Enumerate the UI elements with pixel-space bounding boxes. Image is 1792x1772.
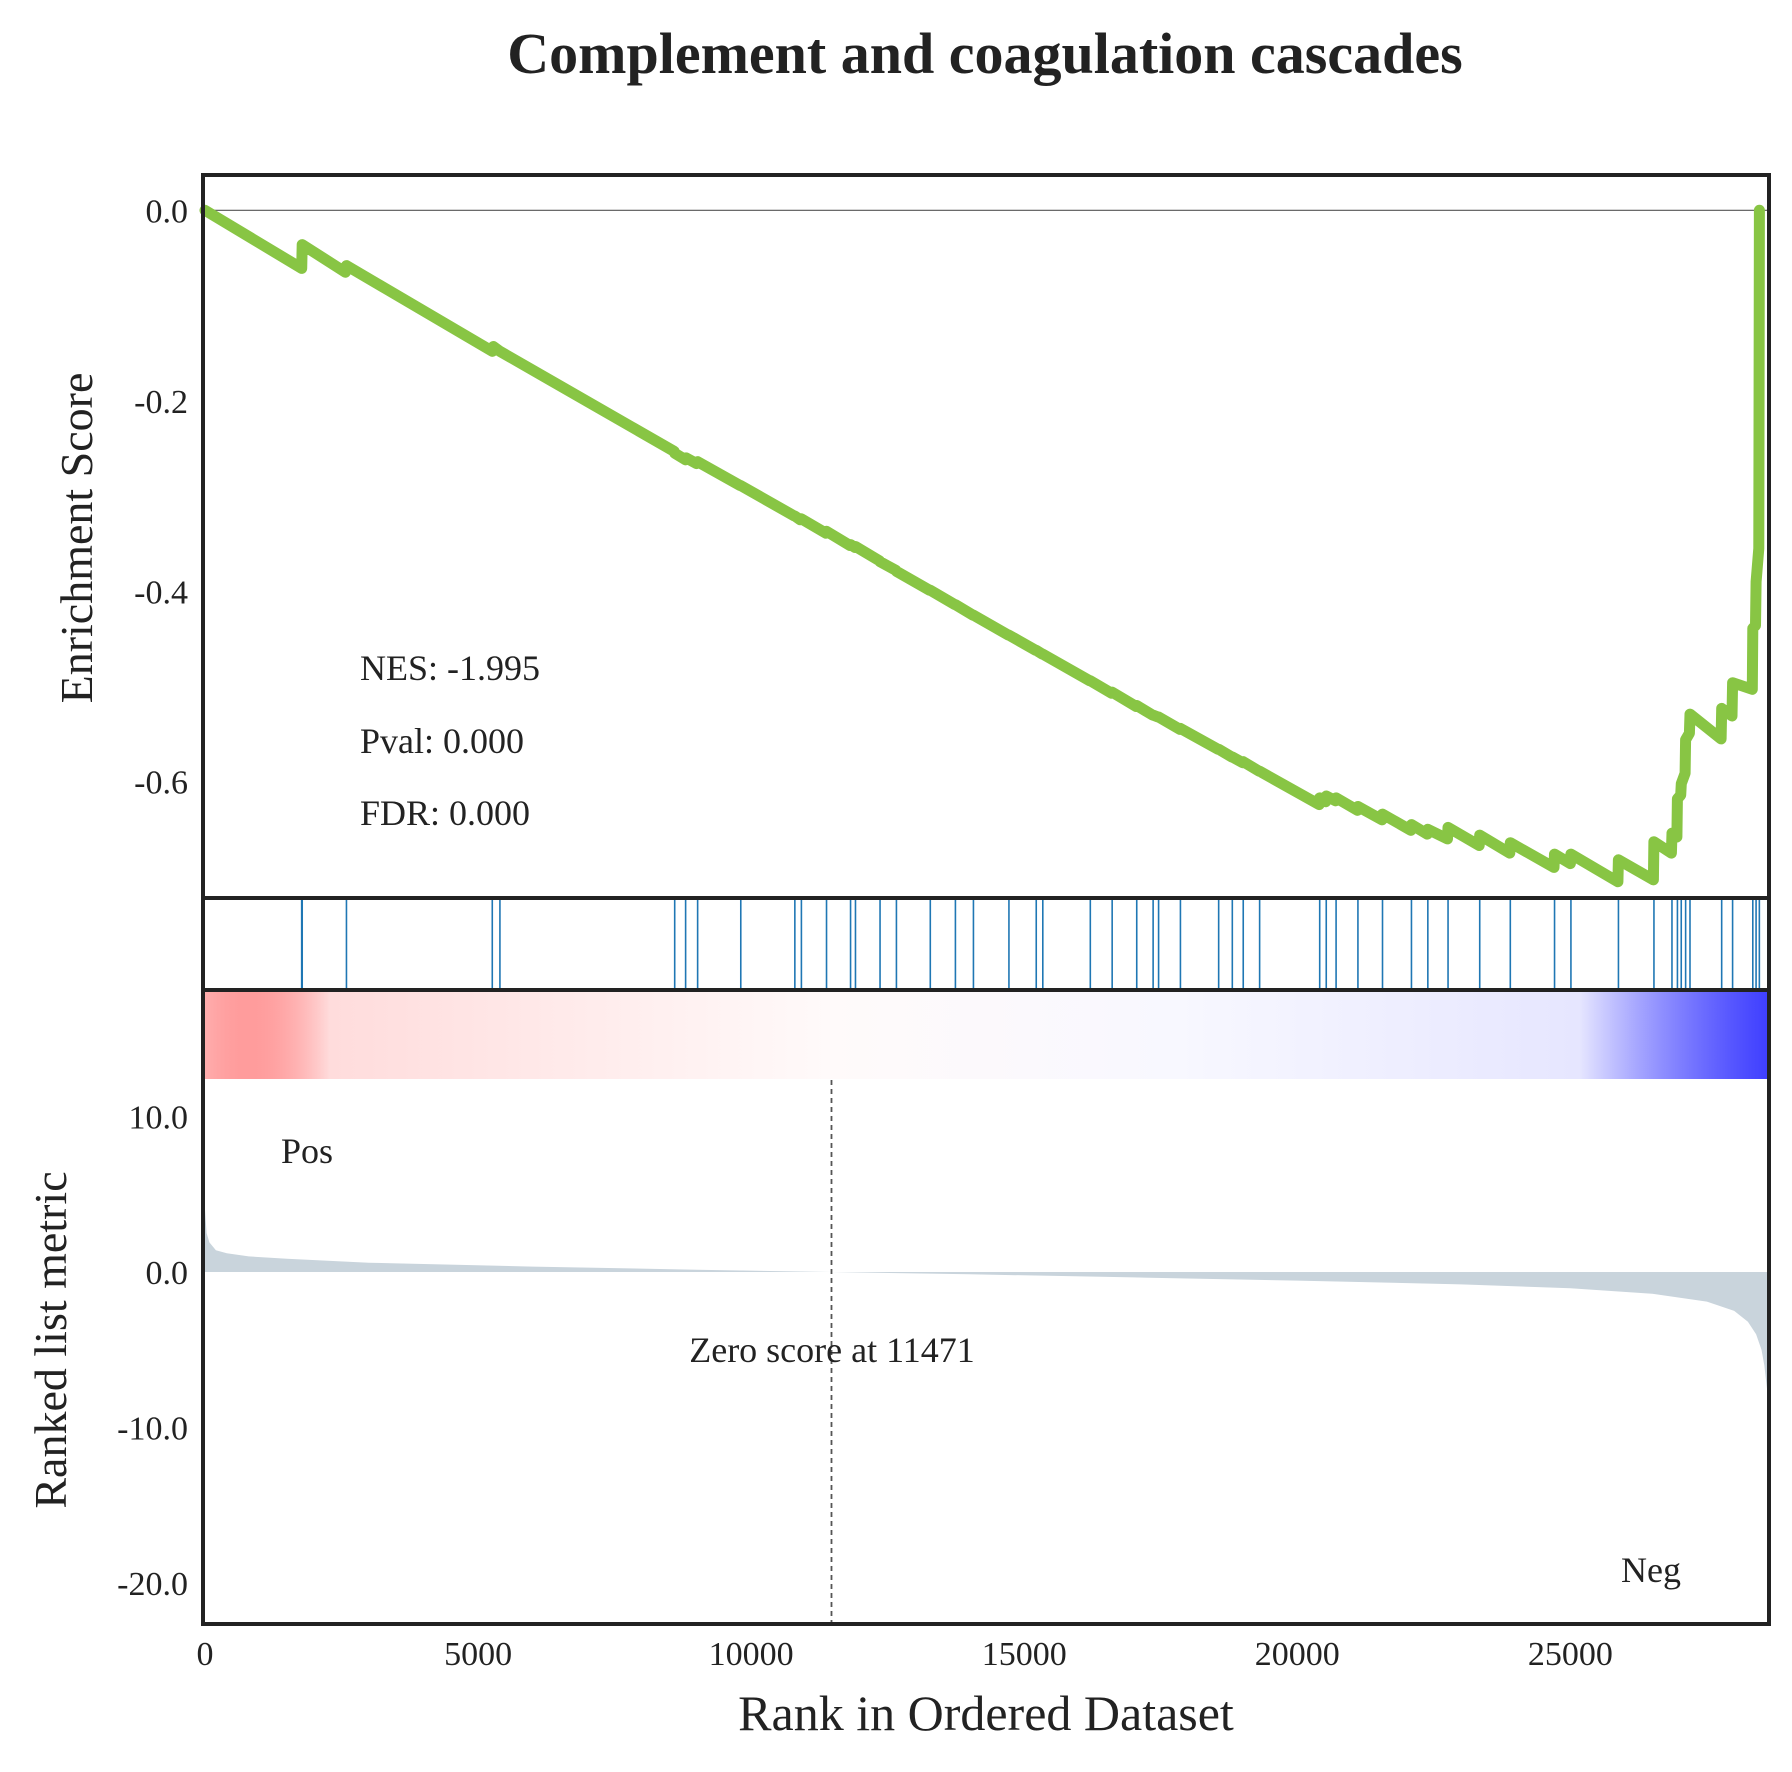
- es-running-line: [199, 204, 1765, 888]
- hit-lines: [300, 900, 1761, 988]
- es-y-tick-label: 0.0: [146, 193, 189, 230]
- x-tick-label: 15000: [982, 1636, 1067, 1673]
- ranked-metric-panel: Zero score at 11471 Pos Neg 10.0 0.0 -10.0…: [25, 988, 1771, 1626]
- es-y-ticks: 0.0 -0.2 -0.4 -0.6: [134, 193, 188, 801]
- x-tick-label: 0: [197, 1636, 214, 1673]
- x-ticks: 0 5000 10000 15000 20000 25000: [197, 1636, 1613, 1673]
- x-axis-label: Rank in Ordered Dataset: [738, 1685, 1234, 1741]
- chart-title: Complement and coagulation cascades: [507, 21, 1462, 86]
- es-y-tick-label: -0.2: [134, 384, 188, 421]
- es-y-tick-label: -0.6: [134, 765, 188, 802]
- es-y-axis-label: Enrichment Score: [51, 373, 102, 704]
- pos-label: Pos: [281, 1131, 333, 1171]
- rank-y-tick-label: 0.0: [146, 1255, 189, 1292]
- nes-annotation: NES: -1.995: [360, 648, 540, 688]
- rank-y-axis-label: Ranked list metric: [25, 1171, 76, 1508]
- x-tick-label: 5000: [444, 1636, 512, 1673]
- zero-score-label: Zero score at 11471: [689, 1330, 975, 1370]
- fdr-annotation: FDR: 0.000: [360, 793, 530, 833]
- es-y-tick-label: -0.4: [134, 574, 188, 611]
- x-tick-label: 20000: [1255, 1636, 1340, 1673]
- rank-y-tick-label: 10.0: [129, 1099, 189, 1136]
- x-tick-label: 25000: [1528, 1636, 1613, 1673]
- x-tick-label: 10000: [709, 1636, 794, 1673]
- rank-y-tick-label: -10.0: [117, 1411, 188, 1448]
- rank-panel-frame: [201, 988, 1771, 1626]
- enrichment-score-panel: 0.0 -0.2 -0.4 -0.6 Enrichment Score NES: -1…: [51, 173, 1771, 900]
- pval-annotation: Pval: 0.000: [360, 721, 524, 761]
- neg-label: Neg: [1621, 1550, 1681, 1590]
- rank-y-tick-label: -20.0: [117, 1566, 188, 1603]
- rank-y-ticks: 10.0 0.0 -10.0 -20.0: [117, 1099, 188, 1603]
- rank-heatbar: [205, 992, 1767, 1079]
